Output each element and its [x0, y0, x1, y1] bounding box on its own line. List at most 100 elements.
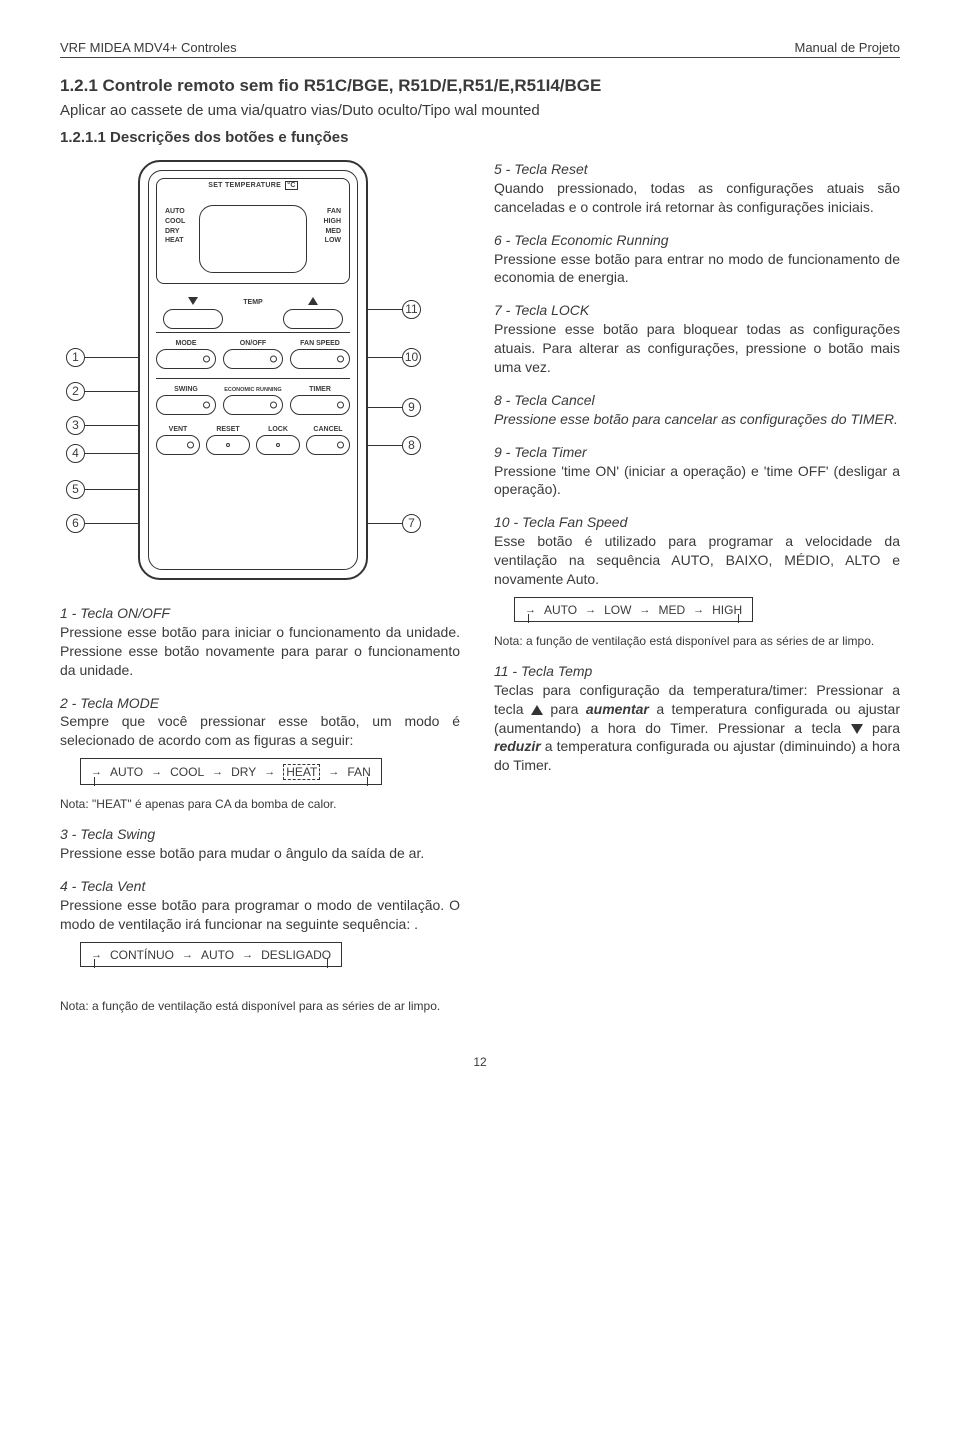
desc-5-body: Quando pressionado, todas as configuraçõ… — [494, 180, 900, 215]
desc-2: 2 - Tecla MODE Sempre que você pressiona… — [60, 694, 460, 751]
note-10: Nota: a função de ventilação está dispon… — [494, 634, 900, 648]
desc-6-body: Pressione esse botão para entrar no modo… — [494, 251, 900, 286]
seq-heat: HEAT — [283, 764, 320, 780]
seq-off: DESLIGADO — [261, 948, 331, 962]
seq-cool: COOL — [170, 765, 204, 779]
seq-auto: AUTO — [110, 765, 143, 779]
eco-button[interactable] — [223, 395, 283, 415]
screen-left-labels: AUTO COOL DRY HEAT — [165, 207, 185, 246]
note-heat: Nota: "HEAT" é apenas para CA da bomba d… — [60, 797, 460, 811]
temp-down-button[interactable] — [163, 309, 223, 329]
desc-11-d: para — [872, 720, 900, 736]
callout-7: 7 — [402, 514, 421, 533]
temp-label: TEMP — [243, 299, 262, 306]
arrow-icon: → — [182, 949, 193, 961]
mode-auto: AUTO — [165, 207, 185, 217]
fan-med: MED — [324, 227, 342, 237]
desc-5: 5 - Tecla Reset Quando pressionado, toda… — [494, 160, 900, 217]
reset-label: RESET — [206, 426, 250, 433]
desc-11-title: 11 - Tecla Temp — [494, 663, 592, 679]
temp-up-button[interactable] — [283, 309, 343, 329]
onoff-button[interactable] — [223, 349, 283, 369]
vent-label: VENT — [156, 426, 200, 433]
deg-indicator: °C — [285, 181, 297, 190]
note-vent-bottom: Nota: a função de ventilação está dispon… — [60, 999, 460, 1013]
fan-low: LOW — [324, 236, 342, 246]
arrow-icon: → — [585, 604, 596, 616]
desc-11-b: para — [550, 701, 585, 717]
desc-4-title: 4 - Tecla Vent — [60, 878, 145, 894]
seq-dry: DRY — [231, 765, 256, 779]
left-column: 1 2 3 4 5 6 11 10 9 — [60, 160, 460, 1027]
button-row-3: VENT RESET LOCK CANCEL — [156, 426, 350, 460]
callout-10: 10 — [402, 348, 421, 367]
desc-10-title: 10 - Tecla Fan Speed — [494, 514, 627, 530]
arrow-icon: → — [639, 604, 650, 616]
arrow-icon: → — [91, 949, 102, 961]
callout-6: 6 — [66, 514, 85, 533]
temp-down-cell — [163, 297, 223, 334]
desc-3: 3 - Tecla Swing Pressione esse botão par… — [60, 825, 460, 863]
page-header: VRF MIDEA MDV4+ Controles Manual de Proj… — [60, 40, 900, 58]
section-title: 1.2.1 Controle remoto sem fio R51C/BGE, … — [60, 76, 900, 96]
fanspeed-label: FAN SPEED — [290, 340, 350, 347]
desc-4-body: Pressione esse botão para programar o mo… — [60, 897, 460, 932]
arrow-icon: → — [328, 766, 339, 778]
swing-button[interactable] — [156, 395, 216, 415]
callout-9: 9 — [402, 398, 421, 417]
desc-9-title: 9 - Tecla Timer — [494, 444, 587, 460]
down-triangle-icon — [188, 297, 198, 305]
desc-1-body: Pressione esse botão para iniciar o func… — [60, 624, 460, 678]
desc-8: 8 - Tecla Cancel Pressione esse botão pa… — [494, 391, 900, 429]
desc-6: 6 - Tecla Economic Running Pressione ess… — [494, 231, 900, 288]
fan-sequence: →AUTO →LOW →MED →HIGH — [514, 597, 753, 622]
button-row-1: MODE ON/OFF FAN SPEED — [156, 340, 350, 374]
remote-diagram: 1 2 3 4 5 6 11 10 9 — [60, 160, 460, 590]
aumentar: aumentar — [586, 701, 649, 717]
desc-9-body: Pressione 'time ON' (iniciar a operação)… — [494, 463, 900, 498]
desc-11: 11 - Tecla Temp Teclas para configuração… — [494, 662, 900, 775]
seq-flow: LOW — [604, 603, 631, 617]
remote-body: SET TEMPERATURE °C AUTO COOL DRY HEAT FA… — [138, 160, 368, 580]
desc-3-body: Pressione esse botão para mudar o ângulo… — [60, 845, 424, 861]
button-row-2: SWING ECONOMIC RUNNING TIMER — [156, 386, 350, 420]
desc-10: 10 - Tecla Fan Speed Esse botão é utiliz… — [494, 513, 900, 589]
desc-6-title: 6 - Tecla Economic Running — [494, 232, 669, 248]
desc-8-body: Pressione esse botão para cancelar as co… — [494, 411, 898, 427]
fanspeed-button[interactable] — [290, 349, 350, 369]
onoff-label: ON/OFF — [223, 340, 283, 347]
vent-button[interactable] — [156, 435, 200, 455]
header-left: VRF MIDEA MDV4+ Controles — [60, 40, 237, 55]
sub-heading: 1.2.1.1 Descrições dos botões e funções — [60, 129, 900, 146]
callout-3: 3 — [66, 416, 85, 435]
cancel-button[interactable] — [306, 435, 350, 455]
desc-3-title: 3 - Tecla Swing — [60, 826, 155, 842]
callout-2: 2 — [66, 382, 85, 401]
lock-button[interactable] — [256, 435, 300, 455]
desc-8-title: 8 - Tecla Cancel — [494, 392, 595, 408]
header-right: Manual de Projeto — [794, 40, 900, 55]
desc-7-title: 7 - Tecla LOCK — [494, 302, 589, 318]
return-line — [529, 621, 738, 622]
mode-button[interactable] — [156, 349, 216, 369]
return-line — [95, 966, 327, 967]
reduzir: reduzir — [494, 738, 541, 754]
divider-2 — [156, 378, 350, 379]
vent-sequence: →CONTÍNUO →AUTO →DESLIGADO — [80, 942, 342, 967]
lock-label: LOCK — [256, 426, 300, 433]
mode-sequence: →AUTO →COOL →DRY →HEAT →FAN — [80, 758, 382, 785]
reset-button[interactable] — [206, 435, 250, 455]
screen-title: SET TEMPERATURE — [208, 182, 281, 189]
timer-button[interactable] — [290, 395, 350, 415]
screen-right-labels: FAN HIGH MED LOW — [324, 207, 342, 246]
mode-label: MODE — [156, 340, 216, 347]
fan-high: HIGH — [324, 217, 342, 227]
desc-2-body: Sempre que você pressionar esse botão, u… — [60, 713, 460, 748]
callout-8: 8 — [402, 436, 421, 455]
arrow-icon: → — [693, 604, 704, 616]
desc-10-body: Esse botão é utilizado para programar a … — [494, 533, 900, 587]
cancel-label: CANCEL — [306, 426, 350, 433]
two-column-layout: 1 2 3 4 5 6 11 10 9 — [60, 160, 900, 1027]
mode-dry: DRY — [165, 227, 185, 237]
callout-5: 5 — [66, 480, 85, 499]
